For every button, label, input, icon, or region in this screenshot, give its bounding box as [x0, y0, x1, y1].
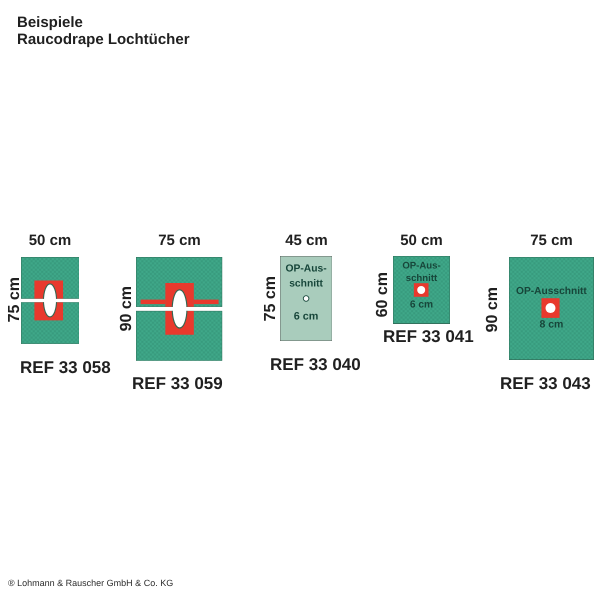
svg-text:OP-Ausschnitt: OP-Ausschnitt	[516, 286, 587, 297]
svg-text:6 cm: 6 cm	[410, 300, 433, 311]
svg-text:schnitt: schnitt	[406, 273, 438, 284]
svg-text:schnitt: schnitt	[290, 279, 324, 290]
svg-text:8 cm: 8 cm	[539, 319, 563, 331]
svg-text:6 cm: 6 cm	[294, 311, 319, 323]
svg-text:OP-Aus-: OP-Aus-	[286, 264, 328, 275]
svg-text:OP-Aus-: OP-Aus-	[402, 261, 440, 272]
